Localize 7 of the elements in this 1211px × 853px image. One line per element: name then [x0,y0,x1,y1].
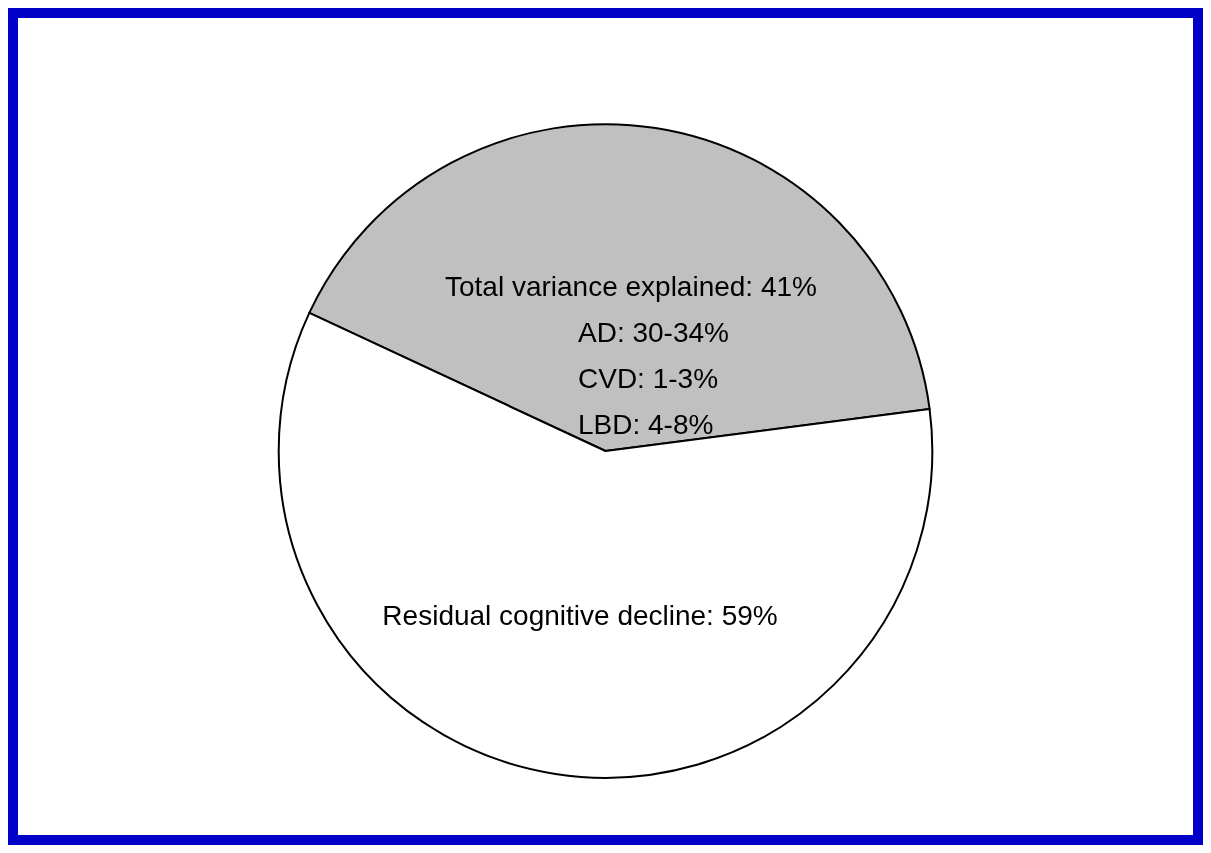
text: LBD: 4-8% [578,408,714,440]
text: CVD: 1-3% [578,362,719,394]
data-label: : 59% [706,599,778,631]
text: AD: 30-34% [578,316,729,348]
slice-label: Total variance explained [444,271,746,303]
data-label: : 41% [745,271,817,303]
slice-label: Residual cognitive decline [382,599,707,631]
